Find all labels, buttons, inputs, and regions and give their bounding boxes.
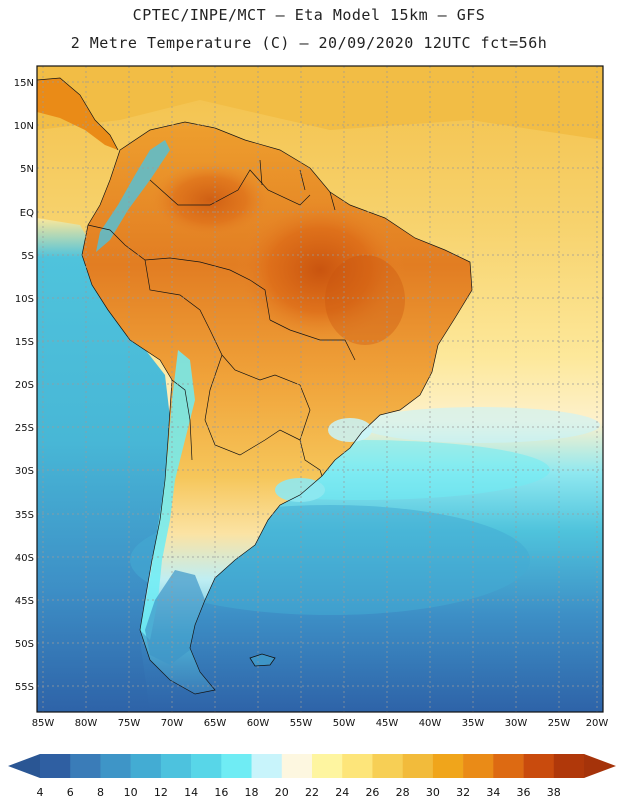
colorbar-cell	[281, 754, 313, 778]
colorbar-low-arrow	[8, 754, 40, 778]
colorbar-high-arrow	[584, 754, 616, 778]
lat-label: 40S	[15, 553, 34, 564]
colorbar-cell	[342, 754, 373, 778]
lon-label: 80W	[75, 718, 98, 729]
colorbar-cell	[130, 754, 162, 778]
lon-label: 65W	[204, 718, 227, 729]
colorbar-cell	[221, 754, 252, 778]
colorbar-label: 38	[547, 786, 561, 799]
colorbar-label: 28	[396, 786, 410, 799]
map-subtitle: 2 Metre Temperature (C) – 20/09/2020 12U…	[70, 34, 548, 52]
lat-label: 35S	[15, 510, 34, 521]
lon-label: 85W	[32, 718, 55, 729]
lon-label: 25W	[548, 718, 571, 729]
colorbar-label: 30	[426, 786, 440, 799]
lon-label: 70W	[161, 718, 184, 729]
colorbar-label: 4	[37, 786, 44, 799]
lat-label: 10S	[15, 294, 34, 305]
colorbar-cell	[100, 754, 131, 778]
colorbar-label: 6	[67, 786, 74, 799]
colorbar-label: 20	[275, 786, 289, 799]
coordinate-grid	[37, 66, 603, 712]
colorbar-label: 22	[305, 786, 319, 799]
colorbar-label: 26	[365, 786, 379, 799]
lon-label: 20W	[586, 718, 609, 729]
lon-label: 50W	[333, 718, 356, 729]
colorbar-label: 10	[124, 786, 138, 799]
lon-label: 45W	[376, 718, 399, 729]
lat-label: 25S	[15, 423, 34, 434]
colorbar-cell	[493, 754, 524, 778]
map-frame	[36, 65, 604, 713]
colorbar-label: 32	[456, 786, 470, 799]
lat-label: EQ	[20, 208, 34, 219]
lat-label: 15S	[15, 337, 34, 348]
colorbar-cell	[463, 754, 494, 778]
lon-label: 60W	[247, 718, 270, 729]
colorbar-cell	[251, 754, 283, 778]
lon-label: 55W	[290, 718, 313, 729]
lat-label: 45S	[15, 596, 34, 607]
map-title: CPTEC/INPE/MCT – Eta Model 15km – GFS	[132, 6, 486, 24]
colorbar-label: 16	[214, 786, 228, 799]
colorbar-label: 8	[97, 786, 104, 799]
colorbar-label: 12	[154, 786, 168, 799]
lat-label: 10N	[14, 121, 34, 132]
lat-label: 50S	[15, 639, 34, 650]
colorbar-label: 34	[486, 786, 500, 799]
map-field	[37, 66, 603, 712]
colorbar-cell	[372, 754, 403, 778]
colorbar-cell	[553, 754, 585, 778]
lat-label: 30S	[15, 466, 34, 477]
colorbar-cell	[40, 754, 71, 778]
lat-label: 20S	[15, 380, 34, 391]
colorbar-label: 18	[245, 786, 259, 799]
lat-label: 55S	[15, 682, 34, 693]
lon-label: 35W	[462, 718, 485, 729]
latitude-labels: 15N 10N 5N EQ 5S 10S 15S 20S 25S 30S 35S…	[14, 78, 34, 693]
colorbar: 4 6 8 10 12 14 16 18 20 22 24 26 28 30 32 34 36 38	[8, 754, 616, 799]
colorbar-cell	[312, 754, 343, 778]
colorbar-label: 24	[335, 786, 349, 799]
lat-label: 5N	[20, 164, 34, 175]
lon-label: 30W	[505, 718, 528, 729]
colorbar-cell	[160, 754, 192, 778]
longitude-labels: 85W 80W 75W 70W 65W 60W 55W 50W 45W 40W …	[32, 718, 609, 729]
colorbar-cell	[432, 754, 464, 778]
colorbar-label: 36	[517, 786, 531, 799]
lon-label: 40W	[419, 718, 442, 729]
colorbar-cell	[70, 754, 101, 778]
colorbar-label: 14	[184, 786, 198, 799]
colorbar-cell	[191, 754, 222, 778]
lat-label: 5S	[21, 251, 34, 262]
colorbar-cell	[523, 754, 555, 778]
lon-label: 75W	[118, 718, 141, 729]
lat-label: 15N	[14, 78, 34, 89]
colorbar-cell	[402, 754, 434, 778]
